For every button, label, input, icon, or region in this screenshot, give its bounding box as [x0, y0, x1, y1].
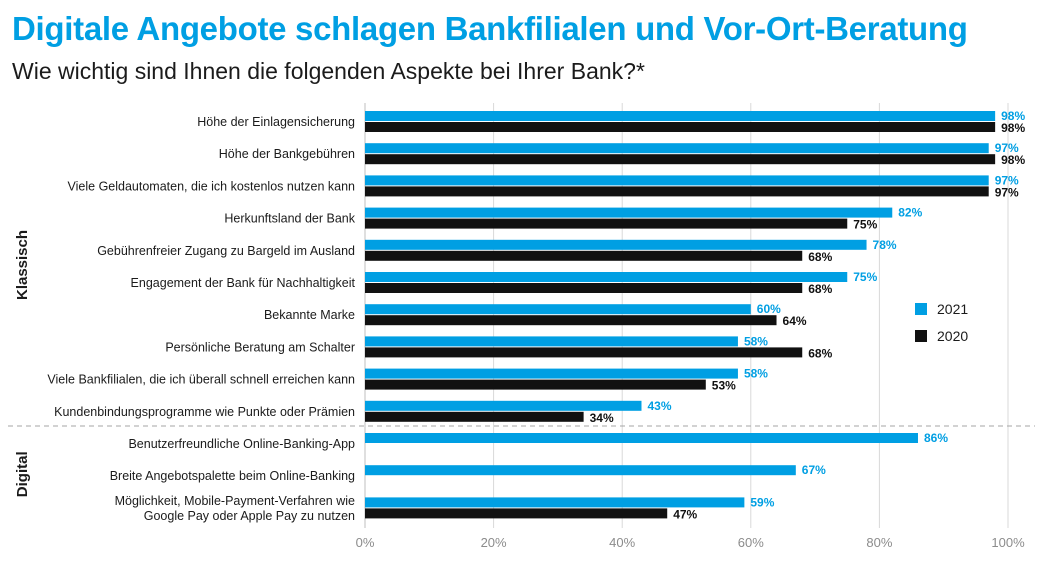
- bar-2020: [365, 122, 996, 132]
- category-label: Höhe der Bankgebühren: [219, 147, 355, 161]
- data-label-2021: 60%: [757, 302, 781, 316]
- bar-2021: [365, 497, 745, 508]
- legend-swatch: [915, 330, 927, 342]
- category-label: Persönliche Beratung am Schalter: [165, 340, 355, 354]
- data-label-2021: 97%: [995, 173, 1019, 187]
- data-label-2021: 98%: [1001, 109, 1025, 123]
- category-label: Höhe der Einlagensicherung: [197, 115, 355, 129]
- category-label: Viele Geldautomaten, die ich kostenlos n…: [68, 179, 356, 193]
- legend-label: 2020: [937, 328, 968, 344]
- bar-2020: [365, 283, 803, 293]
- data-label-2020: 68%: [808, 282, 832, 296]
- category-label: Viele Bankfilialen, die ich überall schn…: [47, 373, 355, 387]
- data-label-2020: 53%: [712, 379, 736, 393]
- legend-swatch: [915, 303, 927, 315]
- bar-2021: [365, 465, 796, 476]
- data-label-2021: 97%: [995, 141, 1019, 155]
- data-label-2021: 86%: [924, 431, 948, 445]
- bar-2021: [365, 368, 738, 379]
- data-label-2021: 58%: [744, 367, 768, 381]
- bar-2020: [365, 186, 989, 197]
- category-label: Gebührenfreier Zugang zu Bargeld im Ausl…: [97, 244, 355, 258]
- x-tick-label: 80%: [866, 535, 892, 550]
- category-label: Google Pay oder Apple Pay zu nutzen: [144, 509, 355, 523]
- data-label-2020: 68%: [808, 346, 832, 360]
- x-tick-label: 20%: [481, 535, 507, 550]
- bar-2021: [365, 111, 996, 121]
- bar-2020: [365, 315, 777, 326]
- chart-subtitle: Wie wichtig sind Ihnen die folgenden Asp…: [12, 58, 645, 84]
- category-label: Breite Angebotspalette beim Online-Banki…: [110, 469, 355, 483]
- data-label-2020: 68%: [808, 250, 832, 264]
- group-label: Klassisch: [14, 230, 31, 300]
- category-label: Engagement der Bank für Nachhaltigkeit: [131, 276, 356, 290]
- bar-2020: [365, 218, 848, 229]
- data-label-2020: 47%: [673, 507, 697, 521]
- data-label-2020: 97%: [995, 185, 1019, 199]
- data-label-2021: 67%: [802, 463, 826, 477]
- x-tick-label: 60%: [738, 535, 764, 550]
- bar-2021: [365, 175, 989, 186]
- bar-2021: [365, 272, 848, 282]
- bar-2020: [365, 154, 996, 165]
- bar-2021: [365, 207, 893, 218]
- data-label-2021: 75%: [853, 270, 877, 284]
- bar-2021: [365, 304, 751, 315]
- data-label-2020: 75%: [853, 218, 877, 232]
- bar-2021: [365, 336, 738, 347]
- bar-2021: [365, 400, 642, 411]
- bar-2021: [365, 433, 918, 443]
- category-label: Herkunftsland der Bank: [224, 212, 355, 226]
- category-label: Bekannte Marke: [264, 308, 355, 322]
- bar-2021: [365, 143, 989, 154]
- data-label-2021: 82%: [898, 206, 922, 220]
- group-label: Digital: [14, 451, 31, 497]
- chart-title: Digitale Angebote schlagen Bankfilialen …: [12, 10, 968, 47]
- category-label: Benutzerfreundliche Online-Banking-App: [128, 437, 355, 451]
- data-label-2020: 98%: [1001, 153, 1025, 167]
- bar-2020: [365, 508, 668, 519]
- category-label: Möglichkeit, Mobile-Payment-Verfahren wi…: [115, 494, 355, 508]
- data-label-2020: 34%: [590, 411, 614, 425]
- x-tick-label: 100%: [991, 535, 1025, 550]
- data-label-2021: 78%: [873, 238, 897, 252]
- data-label-2021: 59%: [750, 495, 774, 509]
- x-tick-label: 40%: [609, 535, 635, 550]
- legend-label: 2021: [937, 301, 968, 317]
- bar-2021: [365, 239, 867, 250]
- x-tick-label: 0%: [356, 535, 375, 550]
- bar-2020: [365, 379, 706, 390]
- category-label: Kundenbindungsprogramme wie Punkte oder …: [54, 405, 355, 419]
- bar-2020: [365, 411, 584, 422]
- bar-2020: [365, 250, 803, 261]
- data-label-2020: 64%: [783, 314, 807, 328]
- bar-2020: [365, 347, 803, 358]
- data-label-2021: 58%: [744, 334, 768, 348]
- data-label-2021: 43%: [647, 399, 671, 413]
- data-label-2020: 98%: [1001, 121, 1025, 135]
